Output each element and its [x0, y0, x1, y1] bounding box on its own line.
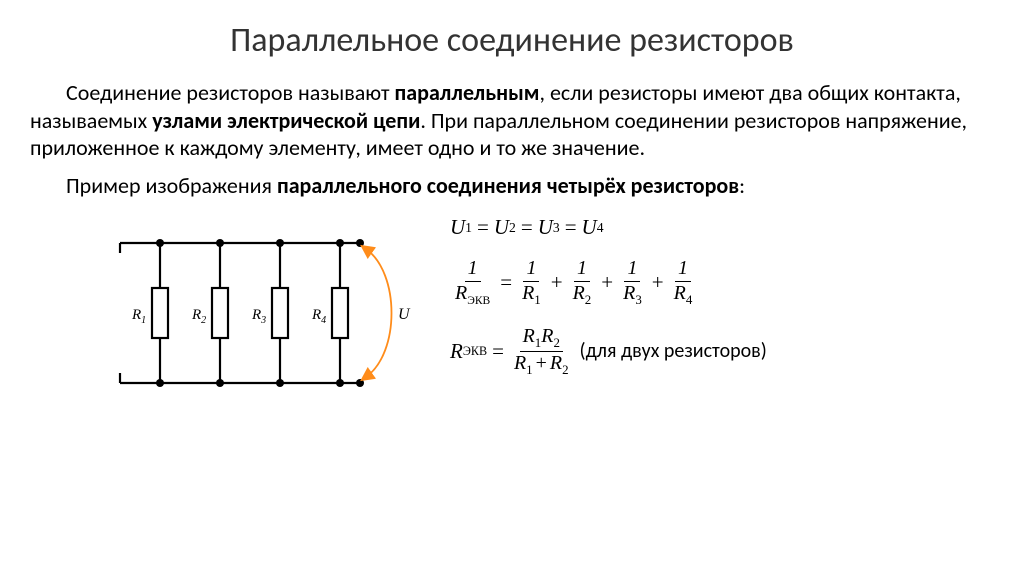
equation-2: 1 RЭКВ = 1 R1 + 1 R2 + 1 R3 + 1 R4 [450, 258, 994, 308]
equation-1: U1 = U2 = U3 = U4 [450, 215, 994, 240]
circuit-diagram: R1 R2 R3 [90, 213, 420, 413]
voltage-arc [366, 249, 392, 377]
svg-text:R3: R3 [251, 307, 266, 326]
p1-t1: Соединение резисторов называют [66, 79, 395, 106]
p2-t2: : [739, 172, 745, 199]
p2-t1: Пример изображения [66, 172, 277, 199]
paragraph-2: Пример изображения параллельного соедине… [30, 172, 994, 200]
p2-b1: параллельного соединения четырёх резисто… [277, 172, 739, 199]
equations-block: U1 = U2 = U3 = U4 1 RЭКВ = 1 R1 + 1 R2 + [450, 213, 994, 395]
equation-3: RЭКВ = R1R2 R1+R2 (для двух резисторов) [450, 326, 994, 378]
svg-text:R4: R4 [311, 307, 326, 326]
resistor-2: R2 [191, 239, 228, 387]
svg-text:R1: R1 [131, 307, 146, 326]
p1-b1: параллельным [395, 79, 540, 106]
resistor-4: R4 [311, 239, 348, 387]
resistor-3: R3 [251, 239, 288, 387]
resistor-1: R1 [131, 239, 168, 387]
eq3-note: (для двух резисторов) [580, 339, 767, 363]
p1-b2: узлами электрической цепи [152, 107, 420, 134]
voltage-label: U [398, 306, 411, 323]
page-title: Параллельное соединение резисторов [30, 20, 994, 61]
svg-text:R2: R2 [191, 307, 206, 326]
paragraph-1: Соединение резисторов называют параллель… [30, 79, 994, 162]
